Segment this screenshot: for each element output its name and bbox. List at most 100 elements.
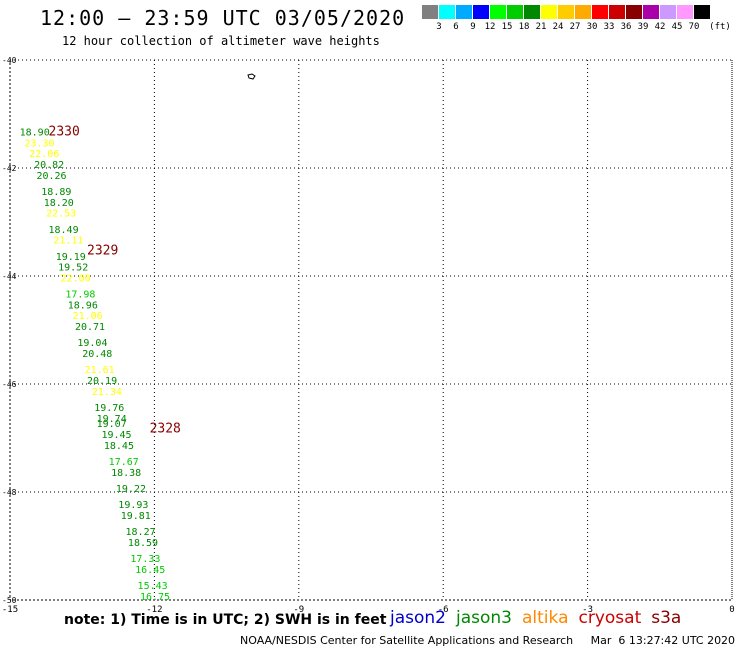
wave-height-value: 21.06 <box>73 311 103 322</box>
wave-height-value: 20.19 <box>87 376 117 387</box>
satellite-pass-labels: 2330 2329 2328 <box>49 125 181 437</box>
wave-height-value: 21.34 <box>92 387 122 398</box>
legend-tick: 39 <box>637 22 649 32</box>
wave-height-value: 19.52 <box>58 263 88 274</box>
wave-height-value: 20.48 <box>82 349 112 360</box>
legend-tick: 27 <box>569 22 581 32</box>
wave-height-value: 18.20 <box>44 198 74 209</box>
legend-swatch <box>456 5 473 19</box>
wave-height-value: 21.61 <box>85 365 115 376</box>
legend-swatch <box>643 5 660 19</box>
longitude-label: -3 <box>582 605 593 615</box>
longitude-labels: -15 -12 -9 -6 -3 0 <box>2 605 735 615</box>
legend-swatch <box>439 5 456 19</box>
wave-height-value: 18.45 <box>104 441 134 452</box>
satellite-legend-altika: altika <box>522 608 569 628</box>
wave-height-value: 19.19 <box>56 252 86 263</box>
wave-height-value: 18.96 <box>68 300 98 311</box>
wave-height-value: 19.81 <box>121 511 151 522</box>
wave-height-value: 18.49 <box>49 225 79 236</box>
legend-unit: (ft) <box>709 22 731 32</box>
satellite-legend-cryosat: cryosat <box>578 608 642 628</box>
map-subtitle: 12 hour collection of altimeter wave hei… <box>62 34 380 48</box>
map-frame <box>9 59 733 601</box>
wave-height-value: 22.53 <box>46 209 76 220</box>
legend-tick: 21 <box>535 22 547 32</box>
wave-height-value: 20.82 <box>34 160 64 171</box>
wave-height-value: 19.93 <box>118 500 148 511</box>
wave-height-value: 23.30 <box>24 138 54 149</box>
legend-tick: 3 <box>436 22 442 32</box>
legend-tick: 12 <box>484 22 496 32</box>
longitude-label: -9 <box>293 605 304 615</box>
legend-swatch <box>694 5 711 19</box>
latitude-label: -50 <box>2 596 17 605</box>
wave-height-value: 19.22 <box>116 484 146 495</box>
legend-swatch <box>558 5 575 19</box>
legend-swatch <box>490 5 507 19</box>
wave-height-value: 19.04 <box>77 338 107 349</box>
wave-height-value: 17.67 <box>109 457 139 468</box>
wave-height-value: 20.71 <box>75 322 105 333</box>
satellite-legend-s3a: s3a <box>651 608 682 628</box>
wave-height-value: 16.75 <box>140 592 170 603</box>
latitude-label: -48 <box>2 488 17 497</box>
map-title: 12:00 – 23:59 UTC 03/05/2020 <box>40 6 406 30</box>
longitude-label: -6 <box>438 605 449 615</box>
wave-height-value: 18.59 <box>128 538 158 549</box>
legend-tick: 30 <box>586 22 598 32</box>
legend-swatch <box>626 5 643 19</box>
legend-swatch <box>524 5 541 19</box>
legend-tick: 15 <box>501 22 513 32</box>
units-note: note: 1) Time is in UTC; 2) SWH is in fe… <box>64 612 387 628</box>
legend-tick: 24 <box>552 22 564 32</box>
satellite-legend: jason2 jason3 altika cryosat s3a <box>390 608 681 628</box>
legend-tick: 6 <box>453 22 459 32</box>
wave-height-value: 22.00 <box>61 273 91 284</box>
legend-tick: 9 <box>470 22 476 32</box>
wave-height-value: 22.06 <box>29 149 59 160</box>
pass-number-label: 2329 <box>87 243 118 258</box>
legend-swatch <box>575 5 592 19</box>
wave-height-color-legend <box>422 5 711 19</box>
wave-height-value: 17.98 <box>65 290 95 301</box>
satellite-legend-jason3: jason3 <box>456 608 512 628</box>
wave-height-value: 18.90 <box>20 128 50 139</box>
wave-height-value: 19.07 <box>97 419 127 430</box>
wave-height-value: 17.33 <box>130 554 160 565</box>
legend-swatch <box>592 5 609 19</box>
longitude-label: -12 <box>146 605 162 615</box>
latitude-label: -44 <box>2 272 17 281</box>
island-outline <box>247 73 256 80</box>
wave-height-value: 15.43 <box>138 581 168 592</box>
latitude-label: -46 <box>2 380 17 389</box>
wave-height-value: 18.27 <box>126 527 156 538</box>
legend-tick: 18 <box>518 22 530 32</box>
wave-height-value: 18.89 <box>41 187 71 198</box>
legend-tick: 70 <box>688 22 700 32</box>
wave-height-value: 19.74 <box>97 414 127 425</box>
longitude-label: -15 <box>2 605 18 615</box>
map-grid <box>9 59 733 601</box>
wave-height-value: 20.26 <box>36 171 66 182</box>
pass-number-label: 2328 <box>150 422 181 437</box>
latitude-labels: -40 -42 -44 -46 -48 -50 <box>2 56 17 605</box>
legend-swatch <box>541 5 558 19</box>
legend-swatch <box>473 5 490 19</box>
wave-height-value: 16.45 <box>135 565 165 576</box>
footer-credit: NOAA/NESDIS Center for Satellite Applica… <box>240 634 736 647</box>
wave-height-value: 19.45 <box>101 430 131 441</box>
legend-tick: 36 <box>620 22 632 32</box>
longitude-label: 0 <box>729 605 734 615</box>
legend-swatch <box>422 5 439 19</box>
latitude-label: -42 <box>2 164 17 173</box>
pass-number-label: 2330 <box>49 125 80 140</box>
legend-tick: 33 <box>603 22 615 32</box>
wave-height-value: 19.76 <box>94 403 124 414</box>
wave-height-value: 21.11 <box>53 236 83 247</box>
wave-height-value: 18.38 <box>111 468 141 479</box>
legend-tick: 42 <box>654 22 666 32</box>
legend-tick-labels: 3 6 9 12 15 18 21 24 27 30 33 36 39 42 45 70 (ft) <box>0 22 740 36</box>
